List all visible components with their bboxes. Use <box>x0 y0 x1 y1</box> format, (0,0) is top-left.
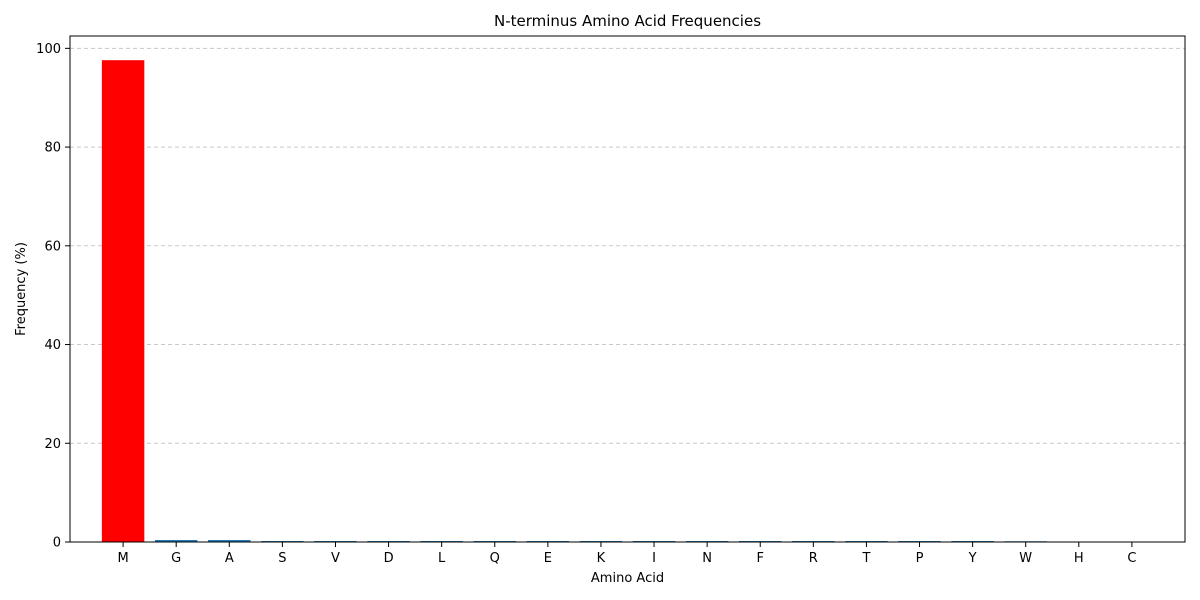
x-tick-label-I: I <box>652 551 656 566</box>
plot-frame <box>69 35 1186 543</box>
bar-G <box>154 540 198 542</box>
y-axis-label: Frequency (%) <box>14 242 29 336</box>
y-tick-label: 60 <box>44 239 61 254</box>
bars <box>101 60 1047 542</box>
x-tick-label-V: V <box>331 551 340 566</box>
x-tick-label-R: R <box>809 551 818 566</box>
gridlines <box>70 47 1185 543</box>
x-tick-label-C: C <box>1127 551 1136 566</box>
x-tick-label-Y: Y <box>968 551 977 566</box>
y-tick-label: 100 <box>36 42 61 57</box>
x-tick-label-A: A <box>225 551 234 566</box>
x-tick-label-W: W <box>1019 551 1032 566</box>
x-tick-label-G: G <box>171 551 181 566</box>
x-tick-label-H: H <box>1074 551 1084 566</box>
y-tick-label: 0 <box>53 536 61 551</box>
x-tick-label-T: T <box>861 551 870 566</box>
y-tick-label: 40 <box>44 338 61 353</box>
x-tick-label-K: K <box>597 551 606 566</box>
x-tick-label-S: S <box>278 551 286 566</box>
x-tick-label-L: L <box>438 551 446 566</box>
bar-M <box>101 60 145 542</box>
x-axis-label: Amino Acid <box>591 571 664 586</box>
y-axis-ticks: 0 20 40 60 80 100 <box>36 42 70 551</box>
x-tick-label-E: E <box>544 551 552 566</box>
x-tick-label-M: M <box>117 551 128 566</box>
x-tick-label-Q: Q <box>490 551 500 566</box>
bar-A <box>208 540 251 542</box>
y-tick-label: 20 <box>44 437 61 452</box>
y-tick-label: 80 <box>44 141 61 156</box>
x-tick-label-F: F <box>756 551 763 566</box>
x-tick-label-D: D <box>384 551 394 566</box>
x-tick-label-N: N <box>702 551 712 566</box>
x-tick-label-P: P <box>916 551 924 566</box>
chart-title: N-terminus Amino Acid Frequencies <box>494 12 761 30</box>
